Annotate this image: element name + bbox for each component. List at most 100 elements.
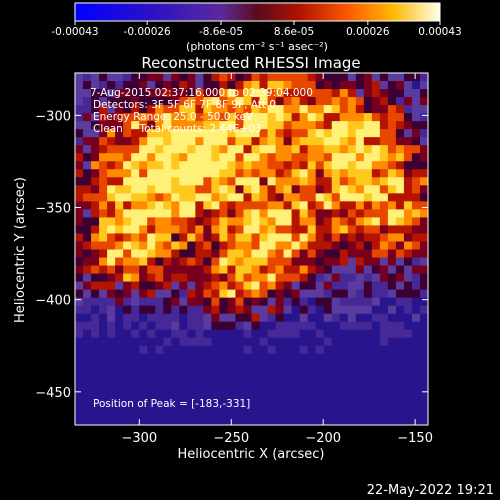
heatmap-cell [267,233,276,242]
heatmap-cell [355,121,365,130]
heatmap-cell [91,377,100,387]
heatmap-cell [259,113,268,122]
heatmap-cell [283,177,293,186]
heatmap-cell [123,145,132,154]
heatmap-cell [315,249,325,258]
heatmap-cell [243,321,252,331]
heatmap-cell [243,153,252,162]
heatmap-cell [347,393,357,403]
heatmap-cell [379,145,389,154]
heatmap-cell [147,153,156,162]
heatmap-cell [259,353,268,363]
heatmap-cell [379,305,389,315]
heatmap-cell [179,193,188,202]
heatmap-cell [355,369,365,379]
heatmap-cell [347,169,357,178]
heatmap-cell [275,209,284,218]
heatmap-cell [91,225,100,234]
heatmap-cell [99,321,108,331]
heatmap-cell [139,297,148,307]
heatmap-cell [131,113,140,122]
heatmap-cell [235,385,244,395]
heatmap-cell [331,113,341,122]
heatmap-cell [99,193,108,202]
heatmap-cell [387,161,397,170]
heatmap-cell [267,177,276,186]
heatmap-cell [315,273,325,282]
heatmap-cell [347,305,357,315]
heatmap-cell [291,137,301,146]
heatmap-cell [107,89,116,98]
heatmap-cell [283,289,293,299]
heatmap-cell [299,161,309,170]
heatmap-cell [91,161,100,170]
heatmap-cell [243,417,252,425]
heatmap-cell [387,177,397,186]
heatmap-cell [299,217,309,226]
heatmap-cell [355,321,365,331]
heatmap-cell [155,257,164,266]
heatmap-cell [315,81,325,90]
heatmap-cell [243,137,252,146]
heatmap-cell [123,241,132,250]
heatmap-cell [171,329,180,339]
heatmap-cell [211,377,220,387]
heatmap-cell [219,217,228,226]
heatmap-cell [403,297,413,307]
heatmap-cell [395,297,405,307]
heatmap-cell [387,121,397,130]
heatmap-cell [267,161,276,170]
heatmap-cell [379,345,389,355]
heatmap-cell [227,97,236,106]
heatmap-cell [179,121,188,130]
heatmap-cell [347,121,357,130]
heatmap-cell [267,321,276,331]
heatmap-cell [339,241,349,250]
heatmap-cell [307,385,317,395]
heatmap-cell [195,89,204,98]
heatmap-cell [315,321,325,331]
heatmap-cell [347,249,357,258]
heatmap-cell [211,417,220,425]
heatmap-cell [339,177,349,186]
heatmap-cell [411,73,421,82]
y-tick-label: −450 [35,386,71,401]
heatmap-cell [339,281,349,291]
heatmap-cell [163,209,172,218]
heatmap-cell [299,305,309,315]
heatmap-cell [131,97,140,106]
heatmap-cell [147,113,156,122]
y-axis-ticks: −300−350−400−450 [35,109,428,401]
heatmap-cell [107,169,116,178]
heatmap-cell [83,313,92,323]
heatmap-cell [323,313,333,323]
heatmap-cell [99,153,108,162]
heatmap-cell [419,113,428,122]
heatmap-cell [419,161,428,170]
heatmap-cell [379,177,389,186]
heatmap-cell [83,265,92,274]
heatmap-cell [115,409,124,419]
heatmap-cell [323,105,333,114]
heatmap-cell [339,337,349,347]
heatmap-cell [299,401,309,411]
heatmap-cell [403,321,413,331]
heatmap-cell [155,337,164,347]
x-tick-label: −250 [213,431,249,446]
heatmap-cell [195,393,204,403]
heatmap-cell [139,305,148,315]
heatmap-cell [139,201,148,210]
heatmap-cell [291,257,301,266]
heatmap-cell [235,233,244,242]
heatmap-cell [259,225,268,234]
heatmap-cell [163,273,172,282]
heatmap-cell [91,233,100,242]
heatmap-cell [259,321,268,331]
heatmap-cell [75,185,84,194]
heatmap-cell [355,337,365,347]
heatmap-cell [219,249,228,258]
heatmap-cell [227,361,236,371]
heatmap-cell [323,369,333,379]
heatmap-cell [171,233,180,242]
heatmap-cell [115,145,124,154]
